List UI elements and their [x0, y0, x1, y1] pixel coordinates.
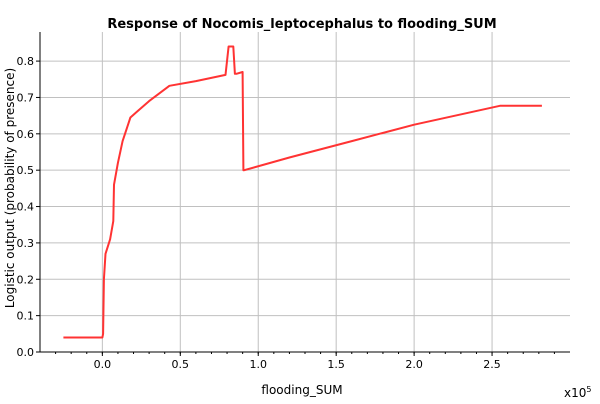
y-tick-label: 0.8 — [17, 55, 35, 68]
x-axis-label: flooding_SUM — [261, 383, 342, 397]
x-tick-label: 2.0 — [405, 358, 423, 371]
x-tick-label: 1.5 — [327, 358, 345, 371]
series-layer — [63, 45, 542, 339]
y-tick-label: 0.3 — [17, 237, 35, 250]
y-tick-label: 0.7 — [17, 91, 35, 104]
grid-lines — [40, 32, 570, 353]
y-tick-label: 0.2 — [17, 273, 35, 286]
y-axis-label: Logistic output (probability of presence… — [3, 68, 17, 308]
x-tick-label: 0.0 — [94, 358, 112, 371]
x-multiplier-exponent: 5 — [586, 385, 591, 394]
y-tick-label: 0.6 — [17, 128, 35, 141]
axes — [36, 32, 570, 356]
x-tick-label: 1.0 — [249, 358, 267, 371]
response-curve — [63, 45, 542, 339]
y-tick-label: 0.1 — [17, 310, 35, 323]
chart-title: Response of Nocomis_leptocephalus to flo… — [107, 17, 496, 32]
y-tick-label: 0.5 — [17, 164, 35, 177]
x-multiplier-base: x10 — [564, 386, 586, 400]
y-tick-label: 0.4 — [17, 201, 35, 214]
x-tick-label: 0.5 — [172, 358, 190, 371]
x-axis-multiplier: x105 — [564, 385, 591, 400]
y-tick-label: 0.0 — [17, 346, 35, 359]
tick-labels: 0.0 0.5 1.0 1.5 2.0 2.5 0.0 0.1 0.2 0.3 0.4 0.5 0.6 0… — [17, 55, 501, 371]
x-tick-label: 2.5 — [483, 358, 501, 371]
